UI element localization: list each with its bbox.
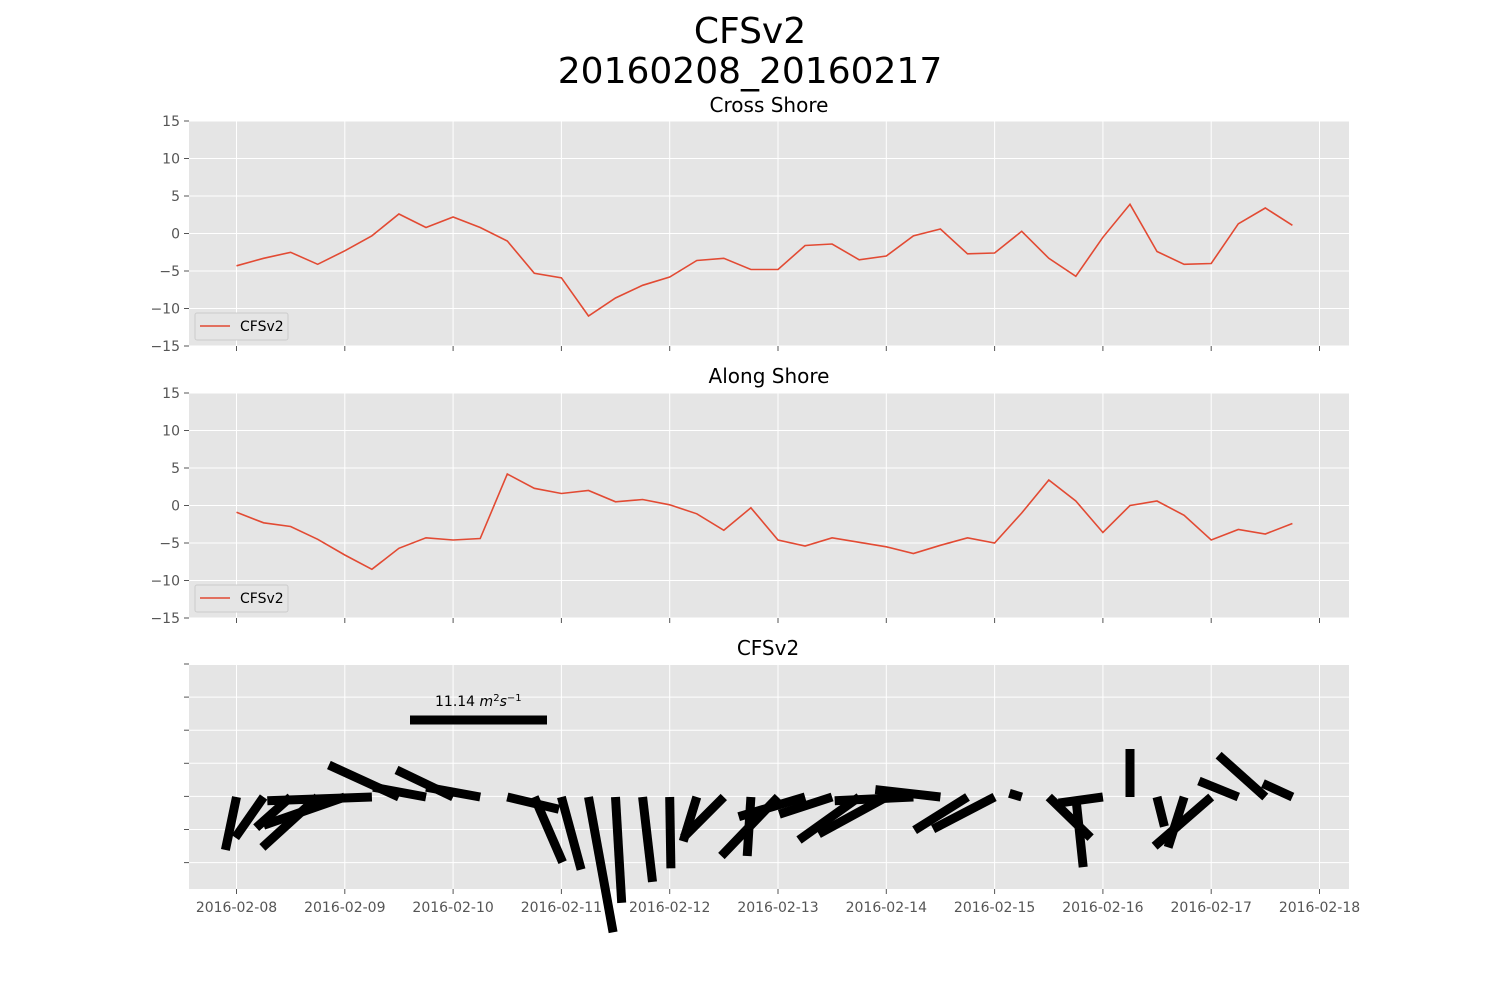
y-tick-label: 5 bbox=[171, 189, 180, 205]
y-tick-label: 10 bbox=[162, 152, 180, 168]
panel-title-along-shore: Along Shore bbox=[709, 364, 830, 388]
x-tick-label: 2016-02-09 bbox=[304, 900, 385, 916]
wind-vector bbox=[1151, 793, 1215, 850]
legend-box bbox=[194, 584, 289, 613]
x-tick-label: 2016-02-14 bbox=[846, 900, 927, 916]
legend-label-cfsv2: CFSv2 bbox=[240, 591, 284, 607]
wind-vector bbox=[530, 795, 567, 864]
panel-along-shore: 15 10 5 0 −5 −10 −15 Along Shore CFSv2 bbox=[150, 364, 1349, 627]
quiver-key-exp-s: −1 bbox=[507, 693, 522, 704]
y-tick-label: 0 bbox=[171, 499, 180, 515]
y-tick-marks bbox=[184, 663, 189, 864]
panel-title-quiver: CFSv2 bbox=[737, 636, 799, 660]
wind-vector bbox=[1008, 788, 1023, 802]
legend-box bbox=[194, 312, 289, 341]
wind-vector bbox=[874, 785, 941, 802]
y-tick-label: −5 bbox=[159, 264, 180, 280]
panel-cross-shore: 15 10 5 0 −5 −10 −15 Cross Shore CFSv2 bbox=[150, 93, 1349, 355]
wind-vector bbox=[584, 796, 618, 934]
wind-vectors bbox=[220, 749, 1295, 934]
legend: CFSv2 bbox=[194, 312, 289, 341]
wind-vector bbox=[777, 792, 834, 819]
quiver-key-number: 11.14 bbox=[435, 694, 475, 710]
series-line-cfsv2 bbox=[236, 472, 1293, 571]
x-tick-label: 2016-02-10 bbox=[412, 900, 493, 916]
wind-vector bbox=[1152, 795, 1169, 828]
y-tick-labels: 15 10 5 0 −5 −10 −15 bbox=[150, 114, 189, 355]
y-tick-label: 15 bbox=[162, 114, 180, 130]
quiver-key-unit-m: m bbox=[480, 694, 494, 710]
x-tick-marks bbox=[236, 889, 1320, 894]
panel-quiver: 2016-02-08 2016-02-09 2016-02-10 2016-02-11… bbox=[184, 636, 1360, 934]
wind-vector bbox=[372, 782, 427, 802]
wind-vector bbox=[912, 793, 970, 835]
wind-vector bbox=[425, 782, 482, 802]
quiver-key-unit-s: s bbox=[500, 694, 507, 710]
x-tick-label: 2016-02-16 bbox=[1062, 900, 1143, 916]
gridlines bbox=[189, 392, 1349, 619]
y-tick-label: 0 bbox=[171, 227, 180, 243]
figure-title-line2: 20160208_20160217 bbox=[557, 51, 943, 92]
wind-vector bbox=[834, 792, 914, 806]
quiver-key-label: 11.14 m2s−1 bbox=[435, 693, 522, 711]
figure-title: CFSv2 20160208_20160217 bbox=[0, 12, 1500, 92]
wind-vector bbox=[1261, 779, 1295, 802]
gridlines bbox=[189, 120, 1349, 347]
wind-vector bbox=[931, 793, 997, 833]
wind-vector bbox=[680, 793, 727, 841]
wind-vector bbox=[231, 794, 268, 841]
wind-vector bbox=[220, 796, 241, 851]
figure-title-line1: CFSv2 bbox=[693, 11, 807, 52]
wind-vector bbox=[1057, 792, 1104, 808]
x-tick-label: 2016-02-17 bbox=[1171, 900, 1252, 916]
y-tick-label: −5 bbox=[159, 536, 180, 552]
wind-vector bbox=[1197, 776, 1240, 802]
y-tick-label: 5 bbox=[171, 461, 180, 477]
x-tick-label: 2016-02-15 bbox=[954, 900, 1035, 916]
y-tick-label: −15 bbox=[150, 611, 180, 627]
wind-vector bbox=[638, 796, 657, 883]
x-tick-label: 2016-02-13 bbox=[737, 900, 818, 916]
x-tick-marks bbox=[236, 346, 1320, 351]
y-tick-label: −10 bbox=[150, 302, 180, 318]
x-tick-label: 2016-02-12 bbox=[629, 900, 710, 916]
x-tick-marks bbox=[236, 618, 1320, 623]
series-line-cfsv2 bbox=[236, 202, 1293, 318]
quiver-key-exp-m: 2 bbox=[493, 693, 499, 704]
x-tick-label: 2016-02-18 bbox=[1279, 900, 1360, 916]
wind-vector bbox=[737, 792, 807, 822]
panel-background bbox=[189, 665, 1349, 889]
wind-vector bbox=[1215, 751, 1269, 801]
y-tick-label: −10 bbox=[150, 574, 180, 590]
wind-vector bbox=[1071, 796, 1088, 868]
y-tick-label: −15 bbox=[150, 339, 180, 355]
x-tick-label: 2016-02-11 bbox=[521, 900, 602, 916]
wind-vector bbox=[267, 792, 373, 806]
wind-vector bbox=[611, 796, 627, 904]
gridlines bbox=[189, 663, 1349, 889]
x-tick-labels: 2016-02-08 2016-02-09 2016-02-10 2016-02-11… bbox=[196, 900, 1360, 916]
legend: CFSv2 bbox=[194, 584, 289, 613]
y-tick-label: 10 bbox=[162, 424, 180, 440]
panel-title-cross-shore: Cross Shore bbox=[710, 93, 829, 117]
wind-vector bbox=[665, 796, 676, 869]
wind-vector bbox=[557, 795, 586, 871]
y-tick-labels: 15 10 5 0 −5 −10 −15 bbox=[150, 386, 189, 627]
y-tick-label: 15 bbox=[162, 386, 180, 402]
legend-label-cfsv2: CFSv2 bbox=[240, 319, 284, 335]
x-tick-label: 2016-02-08 bbox=[196, 900, 277, 916]
